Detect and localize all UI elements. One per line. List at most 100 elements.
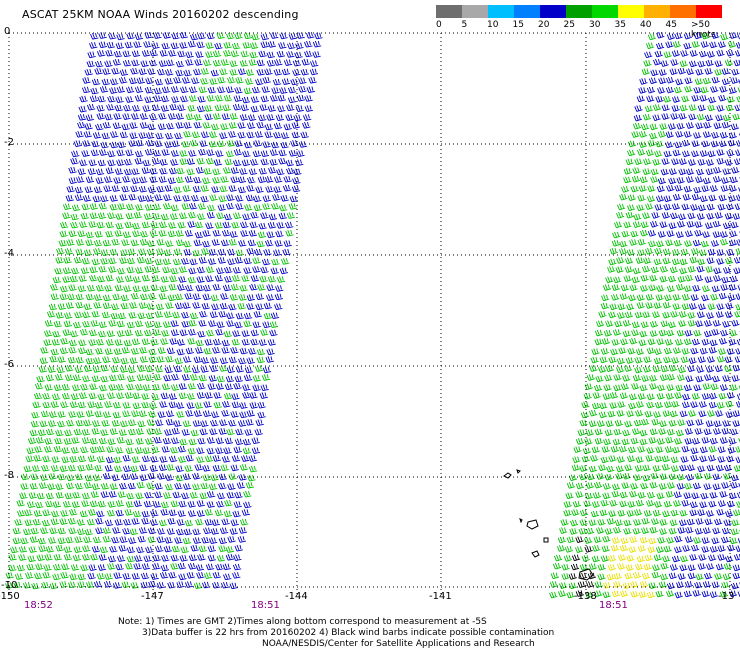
wind-barb (41, 581, 50, 589)
wind-barb (736, 338, 740, 346)
wind-barb (603, 330, 613, 337)
wind-barb (59, 285, 69, 293)
wind-barb (20, 473, 30, 481)
wind-barb (164, 78, 174, 85)
wind-barb (224, 437, 234, 445)
wind-barb (659, 266, 669, 273)
wind-barb (91, 545, 101, 553)
wind-barb (57, 420, 66, 428)
wind-barb (74, 482, 84, 490)
wind-barb (191, 77, 200, 85)
wind-barb (95, 284, 105, 292)
wind-barb (95, 123, 104, 131)
wind-barb (726, 49, 735, 57)
wind-barb (151, 393, 160, 401)
wind-barb (137, 420, 146, 428)
wind-barb (729, 329, 738, 337)
wind-barb (102, 527, 112, 534)
wind-barb (129, 473, 139, 480)
wind-barb (82, 140, 91, 147)
wind-barb (283, 175, 292, 183)
wind-barb (72, 321, 82, 329)
wind-barb (731, 68, 740, 76)
wind-barb (260, 158, 269, 166)
wind-barb (74, 311, 83, 319)
wind-barb (97, 500, 107, 508)
wind-barb (642, 464, 651, 472)
wind-barb (202, 410, 212, 417)
wind-barb (57, 473, 66, 481)
wind-barb (220, 293, 229, 300)
wind-barb (684, 230, 694, 238)
wind-barb (724, 356, 733, 363)
wind-barb (728, 132, 737, 139)
wind-barb (209, 194, 218, 201)
wind-barb (88, 509, 97, 516)
wind-barb (604, 473, 613, 481)
wind-barb (212, 464, 221, 472)
legend-color-bar (436, 5, 736, 18)
wind-barb (108, 490, 118, 498)
wind-barb (682, 150, 691, 158)
wind-barb (154, 491, 163, 499)
wind-barb (230, 176, 239, 183)
wind-barb (637, 393, 646, 400)
wind-barb (585, 429, 595, 437)
wind-barb (109, 428, 119, 435)
wind-barb (120, 294, 130, 302)
wind-barb (175, 474, 184, 482)
wind-barb (588, 465, 597, 473)
wind-barb (141, 517, 150, 525)
wind-barb (676, 473, 686, 481)
wind-barb (571, 464, 580, 472)
wind-barb (672, 41, 682, 48)
wind-barb (588, 563, 598, 570)
wind-barb (125, 96, 134, 103)
wind-barb (102, 535, 112, 543)
wind-barb (126, 492, 135, 500)
wind-barb (149, 402, 158, 409)
wind-barb (199, 140, 208, 147)
wind-barb (617, 303, 626, 311)
wind-barb (663, 500, 673, 508)
wind-barb (171, 140, 180, 148)
wind-barb (656, 31, 665, 39)
wind-barb (735, 42, 740, 49)
wind-barb (669, 266, 679, 274)
wind-barb (25, 572, 34, 579)
wind-barb (134, 329, 144, 337)
wind-barb (689, 554, 698, 561)
wind-barb (163, 311, 173, 318)
wind-barb (704, 518, 713, 526)
wind-barb (92, 420, 101, 427)
wind-barb (218, 195, 227, 203)
wind-barb (23, 465, 32, 473)
wind-barb (121, 185, 130, 193)
wind-barb (182, 420, 191, 428)
wind-barb (260, 33, 269, 41)
wind-barb (97, 212, 107, 220)
wind-barb (666, 384, 675, 391)
wind-barb (247, 176, 256, 184)
wind-barb (593, 481, 603, 489)
wind-barb (216, 267, 225, 275)
wind-barb (249, 402, 258, 409)
longitude-label: -147 (141, 591, 164, 602)
wind-barb (287, 42, 296, 50)
latitude-label: 0 (4, 26, 11, 37)
wind-barb (677, 221, 686, 228)
wind-barb (195, 284, 204, 292)
wind-barb (173, 76, 182, 84)
wind-barb (42, 509, 51, 517)
wind-barb (148, 59, 158, 67)
wind-barb (716, 303, 725, 311)
wind-barb (62, 212, 71, 219)
wind-barb (611, 537, 621, 544)
wind-barb (243, 312, 253, 320)
wind-barb (566, 591, 575, 599)
wind-barb (619, 590, 629, 598)
wind-barb (699, 455, 708, 463)
wind-barb (221, 113, 230, 120)
wind-barb (169, 275, 178, 283)
wind-barb (604, 528, 613, 535)
